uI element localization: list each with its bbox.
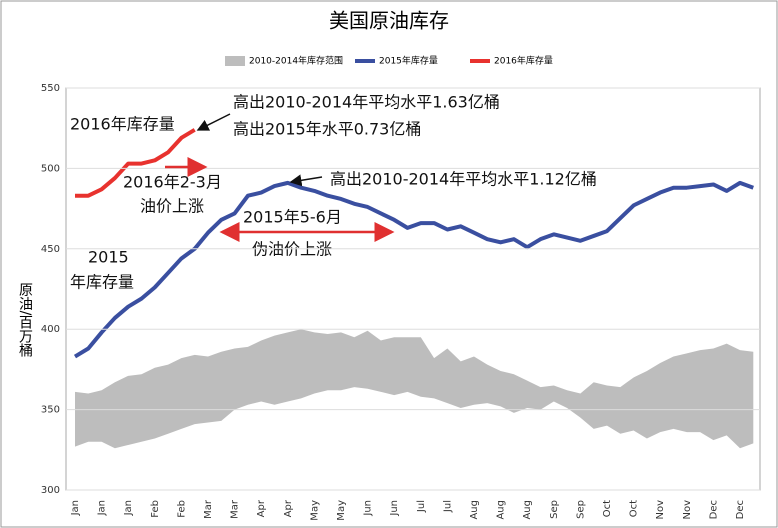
annotation: 油价上涨	[140, 197, 204, 216]
x-tick-label: Apr	[256, 499, 267, 517]
annotation: 2015	[88, 248, 129, 267]
y-tick-label: 500	[41, 163, 60, 174]
x-tick-label: Jan	[123, 500, 134, 516]
y-tick-label: 350	[41, 405, 60, 416]
x-tick-label: May	[336, 500, 347, 521]
y-tick-label: 450	[41, 244, 60, 255]
x-tick-label: Jan	[97, 500, 108, 516]
x-tick-label: Jan	[70, 500, 81, 516]
arrow	[289, 174, 323, 187]
y-tick-label: 300	[41, 485, 60, 496]
x-tick-label: Mar	[230, 499, 241, 519]
x-tick-label: Dec	[735, 500, 746, 519]
x-tick-label: Dec	[708, 500, 719, 519]
annotation: 高出2010-2014年平均水平1.12亿桶	[330, 170, 597, 189]
annotation: 年库存量	[70, 273, 134, 292]
legend-label: 2015年库存量	[379, 55, 438, 67]
x-tick-label: Jul	[416, 500, 427, 513]
x-tick-label: Oct	[629, 500, 640, 517]
x-tick-label: Apr	[283, 499, 294, 517]
y-axis-label: 原油/百万桶	[17, 283, 33, 358]
series-line	[73, 180, 754, 359]
chart-title: 美国原油库存	[329, 9, 449, 33]
x-tick-label: May	[309, 500, 320, 521]
legend-swatch	[225, 56, 245, 66]
annotation: 2016年2-3月	[123, 173, 222, 192]
x-tick-label: Jun	[363, 500, 374, 517]
legend-label: 2010-2014年库存范围	[249, 55, 343, 67]
y-tick-label: 550	[41, 83, 60, 94]
annotation: 高出2015年水平0.73亿桶	[233, 120, 421, 139]
x-tick-label: Aug	[469, 500, 480, 520]
x-tick-label: Aug	[522, 500, 533, 520]
y-tick-label: 400	[41, 324, 60, 335]
x-tick-label: Feb	[176, 500, 187, 518]
legend-label: 2016年库存量	[494, 55, 553, 67]
x-tick-label: Sep	[549, 500, 560, 519]
range-area	[75, 329, 754, 449]
x-tick-label: Nov	[655, 500, 666, 520]
x-tick-label: Jul	[442, 500, 453, 513]
annotation: 2016年库存量	[70, 115, 175, 134]
arrow	[196, 113, 231, 131]
x-tick-label: Sep	[575, 500, 586, 519]
annotation: 高出2010-2014年平均水平1.63亿桶	[233, 93, 500, 112]
annotation: 2015年5-6月	[243, 208, 342, 227]
x-tick-label: Nov	[682, 500, 693, 520]
x-tick-label: Jun	[389, 500, 400, 517]
x-tick-label: Feb	[150, 500, 161, 518]
x-tick-label: Oct	[602, 500, 613, 517]
series-line	[75, 128, 196, 198]
x-tick-label: Aug	[496, 500, 507, 520]
x-tick-label: Mar	[203, 499, 214, 519]
